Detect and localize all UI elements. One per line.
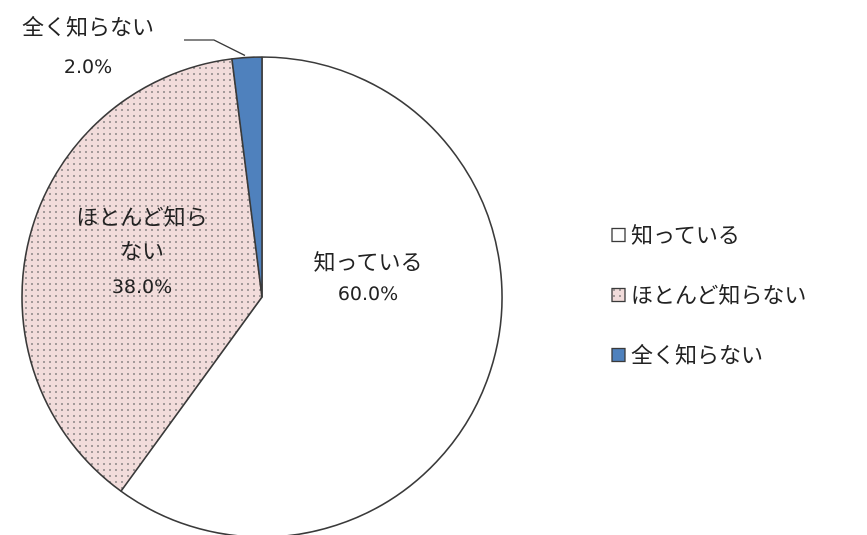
legend-label-not-known: 全く知らない: [631, 344, 763, 369]
legend-swatch-known: [611, 227, 626, 243]
legend-swatch-not-known: [611, 347, 626, 363]
data-label-value-known: 60.0%: [338, 283, 398, 305]
leader-lines: [184, 39, 246, 57]
pie-slice-hardly-known: [21, 58, 263, 492]
legend-label-known: 知っている: [631, 224, 740, 249]
data-label-value-hardly-known: 38.0%: [112, 276, 172, 298]
data-label-category-not-known: 全く知らない: [22, 16, 154, 41]
pie-slice-not-known: [231, 56, 263, 298]
data-label-category-known: 知っている: [314, 251, 423, 276]
leader-line: [184, 39, 246, 57]
pie-slices: [21, 56, 503, 535]
data-label-category-hardly-known: ない: [120, 240, 164, 265]
data-label-category-hardly-known: ほとんど知ら: [76, 206, 207, 231]
legend-swatch-hardly-known: [611, 287, 626, 303]
legend-label-hardly-known: ほとんど知らない: [631, 284, 806, 309]
data-label-value-not-known: 2.0%: [64, 56, 112, 78]
data-labels: 知っている 60.0% ほとんど知らない 38.0% 全く知らない 2.0%: [22, 16, 422, 305]
pie-slice-known: [120, 56, 503, 535]
